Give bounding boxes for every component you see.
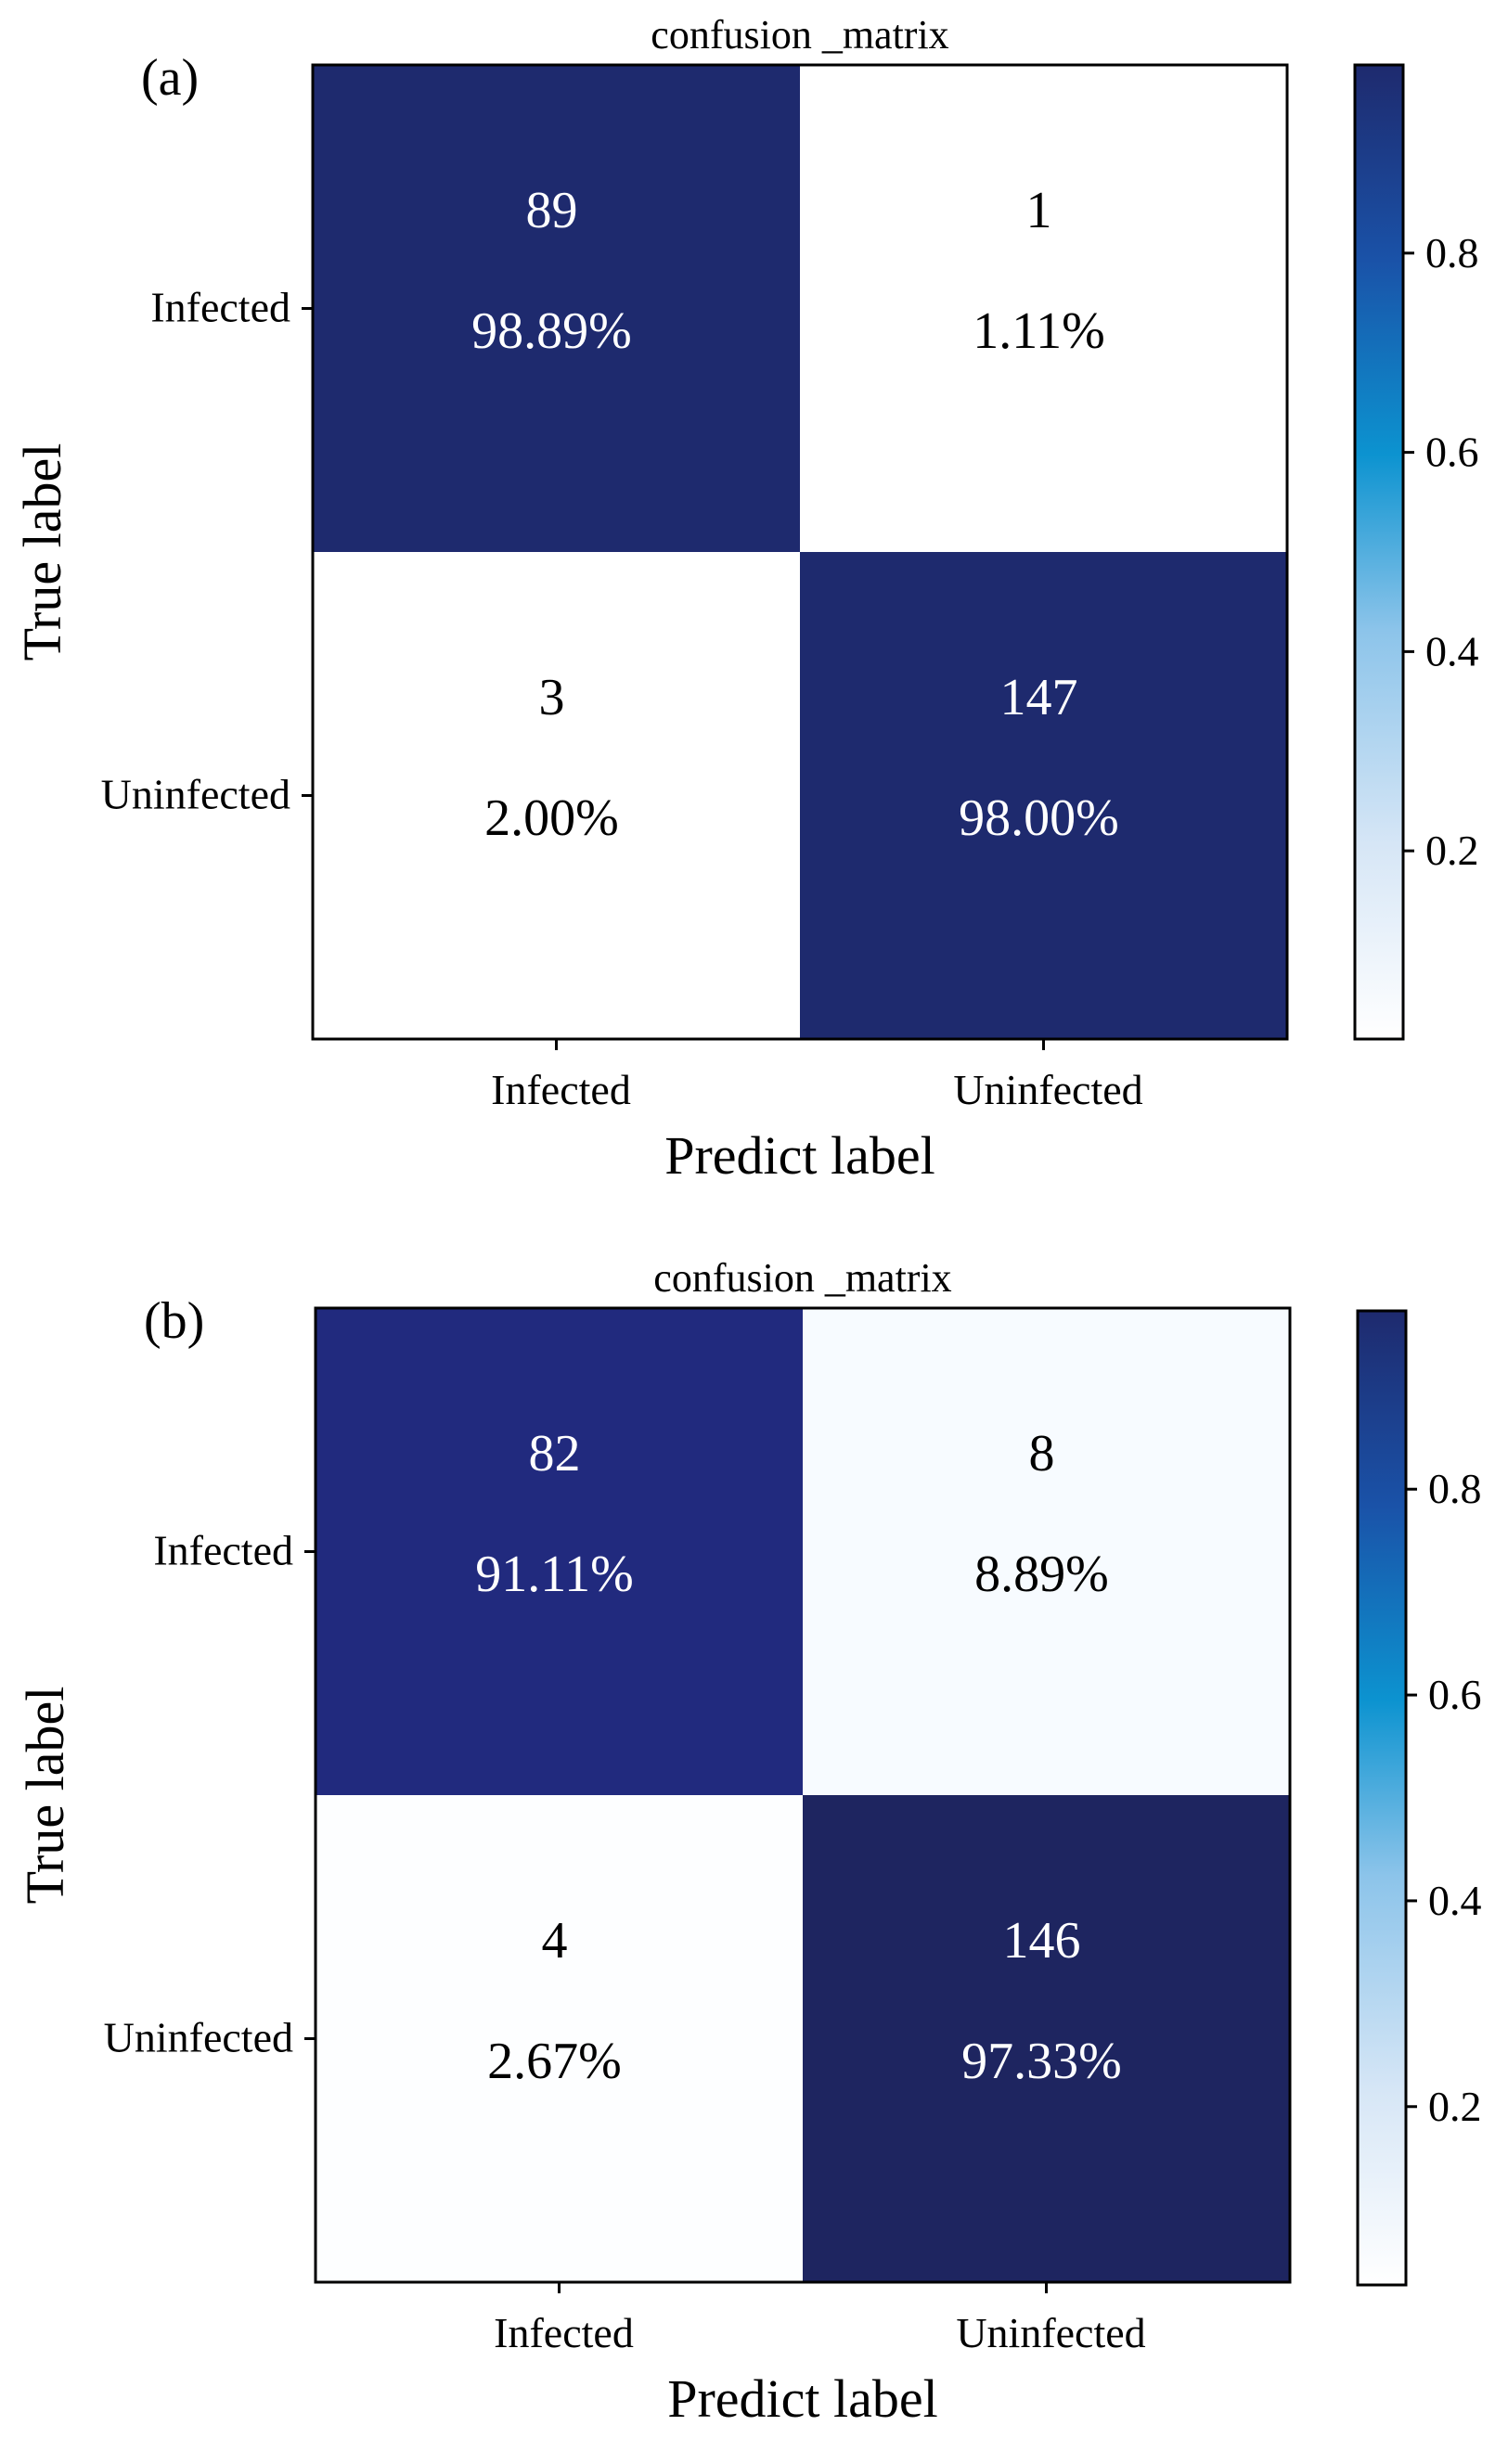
- chart-title: confusion _matrix: [651, 12, 948, 58]
- y-tick-label: Uninfected: [104, 2014, 293, 2061]
- panel-label: (a): [141, 49, 199, 107]
- colorbar: 0.2 0.4 0.6 0.8: [1353, 63, 1479, 1041]
- plot-frame: [314, 1306, 1292, 2284]
- colorbar-tick-label: 0.6: [1425, 429, 1479, 476]
- colorbar-tick-label: 0.2: [1425, 827, 1479, 874]
- cell-percent-0-1: 8.89%: [974, 1546, 1109, 1603]
- cell-1-1: [800, 552, 1287, 1039]
- cell-count-0-1: 1: [1026, 182, 1052, 239]
- chart-title: confusion _matrix: [653, 1255, 951, 1301]
- cell-0-0: [316, 1308, 803, 1795]
- panel-label: (b): [144, 1292, 204, 1350]
- x-tick-label: Infected: [494, 2309, 634, 2356]
- colorbar-gradient: [1356, 1309, 1408, 2287]
- colorbar: 0.2 0.4 0.6 0.8: [1356, 1309, 1482, 2287]
- cell-0-1: [800, 65, 1287, 552]
- cell-percent-0-0: 98.89%: [471, 302, 632, 360]
- colorbar-gradient: [1353, 63, 1405, 1041]
- y-tick-label: Uninfected: [101, 771, 290, 818]
- colorbar-tick-label: 0.2: [1428, 2083, 1482, 2130]
- cell-count-1-1: 146: [1003, 1912, 1081, 1970]
- y-tick-label: Infected: [153, 1527, 293, 1574]
- cell-percent-1-0: 2.67%: [487, 2033, 622, 2090]
- x-tick-label: Infected: [491, 1066, 631, 1113]
- colorbar-tick-label: 0.8: [1428, 1465, 1482, 1512]
- cell-count-0-0: 89: [526, 182, 578, 239]
- x-tick-label: Uninfected: [956, 2309, 1145, 2356]
- cell-1-0: [313, 552, 800, 1039]
- x-tick-label: Uninfected: [953, 1066, 1142, 1113]
- confusion-matrix-panel-a: confusion _matrix (a) 89 98.89% 1 1.11% 3 2.00%…: [12, 12, 1479, 1186]
- colorbar-tick-label: 0.4: [1428, 1877, 1482, 1924]
- cell-count-0-1: 8: [1029, 1425, 1055, 1482]
- cell-percent-0-0: 91.11%: [475, 1546, 634, 1603]
- cell-1-1: [803, 1795, 1290, 2282]
- cell-percent-0-1: 1.11%: [973, 302, 1105, 360]
- y-axis-label: True label: [15, 1687, 75, 1905]
- y-axis-label: True label: [12, 443, 72, 661]
- cell-count-1-0: 3: [539, 669, 565, 726]
- x-axis-label: Predict label: [667, 2368, 938, 2429]
- cell-count-1-0: 4: [542, 1912, 568, 1970]
- cell-0-0: [313, 65, 800, 552]
- colorbar-tick-label: 0.4: [1425, 627, 1479, 674]
- y-tick-label: Infected: [150, 284, 290, 331]
- cell-count-0-0: 82: [529, 1425, 581, 1482]
- colorbar-tick-label: 0.8: [1425, 229, 1479, 276]
- cell-percent-1-0: 2.00%: [484, 789, 619, 847]
- colorbar-tick-label: 0.6: [1428, 1671, 1482, 1718]
- cell-percent-1-1: 98.00%: [959, 789, 1119, 847]
- cell-percent-1-1: 97.33%: [961, 2033, 1122, 2090]
- cell-count-1-1: 147: [1000, 669, 1078, 726]
- x-axis-label: Predict label: [664, 1125, 935, 1186]
- cell-0-1: [803, 1308, 1290, 1795]
- confusion-matrix-panel-b: confusion _matrix (b) 82 91.11% 8 8.89% 4 2.67%…: [15, 1255, 1482, 2429]
- cell-1-0: [316, 1795, 803, 2282]
- plot-frame: [311, 63, 1289, 1041]
